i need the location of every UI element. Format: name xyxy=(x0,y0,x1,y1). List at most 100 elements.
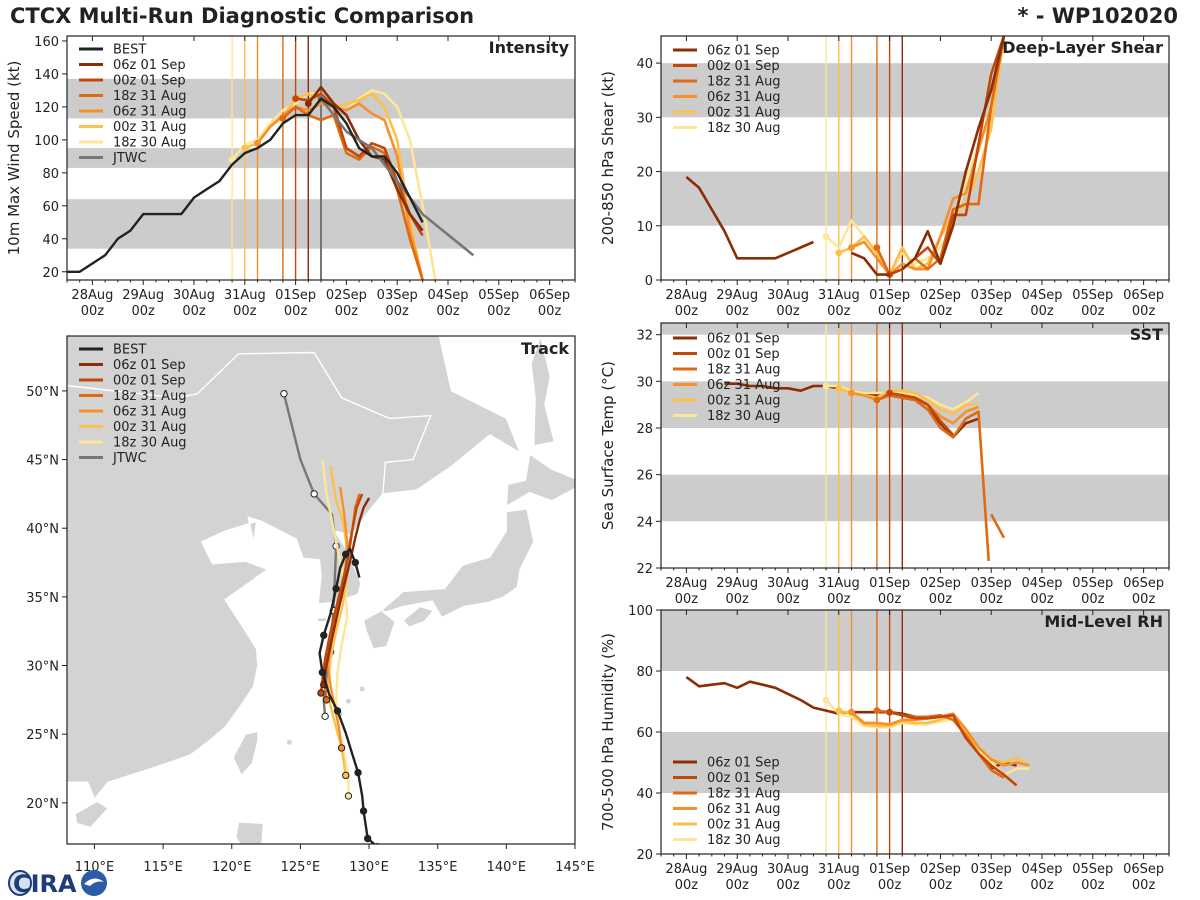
x-tick-label: 00z xyxy=(776,878,800,893)
land-luzon xyxy=(235,821,264,844)
legend-label: 00z 31 Aug xyxy=(113,120,187,135)
series-point xyxy=(304,100,312,107)
panel-title: Mid-Level RH xyxy=(1044,612,1163,631)
x-tick-label: 06Sep xyxy=(529,288,570,303)
legend-label: 00z 31 Aug xyxy=(707,106,781,121)
track-point xyxy=(320,631,328,640)
series-line xyxy=(889,710,1018,787)
x-tick-label: 05Sep xyxy=(1072,862,1113,877)
track-point xyxy=(317,689,325,697)
series-line xyxy=(825,699,1030,776)
x-tick-label: 28Aug xyxy=(71,288,113,303)
x-tick-label: 03Sep xyxy=(971,862,1012,877)
x-tick-label: 00z xyxy=(929,304,953,319)
x-tick-label: 29Aug xyxy=(716,288,758,303)
x-tick-label: 00z xyxy=(1132,592,1156,607)
band xyxy=(661,610,1169,671)
track-point xyxy=(351,558,360,567)
x-tick-label: 06Sep xyxy=(1123,288,1164,303)
legend-label: JTWC xyxy=(112,451,147,466)
logo-globe-icon xyxy=(8,870,32,896)
legend-label: BEST xyxy=(113,43,146,58)
legend-label: 06z 01 Sep xyxy=(113,58,186,73)
band xyxy=(661,381,1169,428)
logo-swirl-icon xyxy=(84,878,104,886)
x-tick-label: 00z xyxy=(182,304,206,319)
y-tick-label: 40 xyxy=(636,57,653,72)
legend-label: 00z 01 Sep xyxy=(707,347,780,362)
land-jeju xyxy=(316,616,328,623)
track-point xyxy=(359,807,368,815)
series-line xyxy=(990,513,1006,539)
x-tick-label: 00z xyxy=(980,592,1004,607)
panel-title: Deep-Layer Shear xyxy=(1002,38,1163,57)
y-tick-label: 120 xyxy=(34,101,59,116)
x-tick-label: 00z xyxy=(878,878,902,893)
land-sakhalin xyxy=(530,336,556,447)
x-tick-label: 31Aug xyxy=(224,288,266,303)
x-tick-label: 00z xyxy=(1081,878,1105,893)
legend-label: 18z 31 Aug xyxy=(707,363,781,378)
x-tick-label: 135°E xyxy=(418,860,458,875)
track-point xyxy=(337,744,346,752)
x-tick-label: 28Aug xyxy=(665,862,707,877)
x-tick-label: 145°E xyxy=(555,860,595,875)
legend-label: 06z 31 Aug xyxy=(707,378,781,393)
x-tick-label: 04Sep xyxy=(1021,288,1062,303)
panel-title: Intensity xyxy=(489,38,570,57)
legend-label: 18z 30 Aug xyxy=(707,409,781,424)
y-axis-label: 200-850 hPa Shear (kt) xyxy=(599,71,617,245)
series-point xyxy=(228,156,236,164)
track-point xyxy=(344,792,353,800)
series-point xyxy=(254,139,261,147)
storm-id: * - WP102020 xyxy=(1017,4,1178,28)
y-tick-label: 35°N xyxy=(26,591,59,606)
y-tick-label: 32 xyxy=(636,329,653,344)
series-point xyxy=(886,389,893,397)
series-line xyxy=(838,709,1030,767)
land-mainland xyxy=(67,336,522,800)
x-tick-label: 02Sep xyxy=(920,576,961,591)
panel-title: Track xyxy=(521,339,569,358)
track-point xyxy=(322,696,331,704)
x-tick-label: 00z xyxy=(1030,592,1054,607)
band xyxy=(661,323,1169,335)
logo-text: CIRA xyxy=(13,870,77,898)
x-tick-label: 00z xyxy=(675,304,699,319)
x-tick-label: 03Sep xyxy=(971,576,1012,591)
legend-label: 18z 31 Aug xyxy=(707,787,781,802)
x-tick-label: 31Aug xyxy=(818,288,860,303)
x-tick-label: 00z xyxy=(233,304,257,319)
x-tick-label: 05Sep xyxy=(1072,288,1113,303)
x-tick-label: 00z xyxy=(436,304,460,319)
track-point xyxy=(318,668,327,677)
y-tick-label: 30°N xyxy=(26,660,59,675)
x-tick-label: 00z xyxy=(929,878,953,893)
y-tick-label: 24 xyxy=(636,515,653,530)
track-point xyxy=(310,490,318,498)
y-tick-label: 80 xyxy=(42,167,59,182)
land-hokkaido xyxy=(505,453,575,508)
x-tick-label: 115°E xyxy=(143,860,183,875)
x-tick-label: 29Aug xyxy=(716,576,758,591)
land-honshu xyxy=(380,508,535,619)
x-tick-label: 00z xyxy=(284,304,308,319)
x-tick-label: 120°E xyxy=(212,860,252,875)
cira-logo: CIRA xyxy=(8,870,107,898)
y-axis-label: Sea Surface Temp (°C) xyxy=(599,361,617,530)
x-tick-label: 00z xyxy=(132,304,156,319)
x-tick-label: 01Sep xyxy=(869,862,910,877)
y-tick-label: 100 xyxy=(34,134,59,149)
y-tick-label: 0 xyxy=(645,274,653,289)
series-line xyxy=(67,97,424,273)
legend-label: 00z 01 Sep xyxy=(113,374,186,389)
x-tick-label: 28Aug xyxy=(665,576,707,591)
x-tick-label: 04Sep xyxy=(1021,862,1062,877)
land-taiwan xyxy=(232,730,259,777)
legend-label: 18z 31 Aug xyxy=(113,89,187,104)
panel-shear: 28Aug00z29Aug00z30Aug00z31Aug00z01Sep00z… xyxy=(599,35,1170,319)
